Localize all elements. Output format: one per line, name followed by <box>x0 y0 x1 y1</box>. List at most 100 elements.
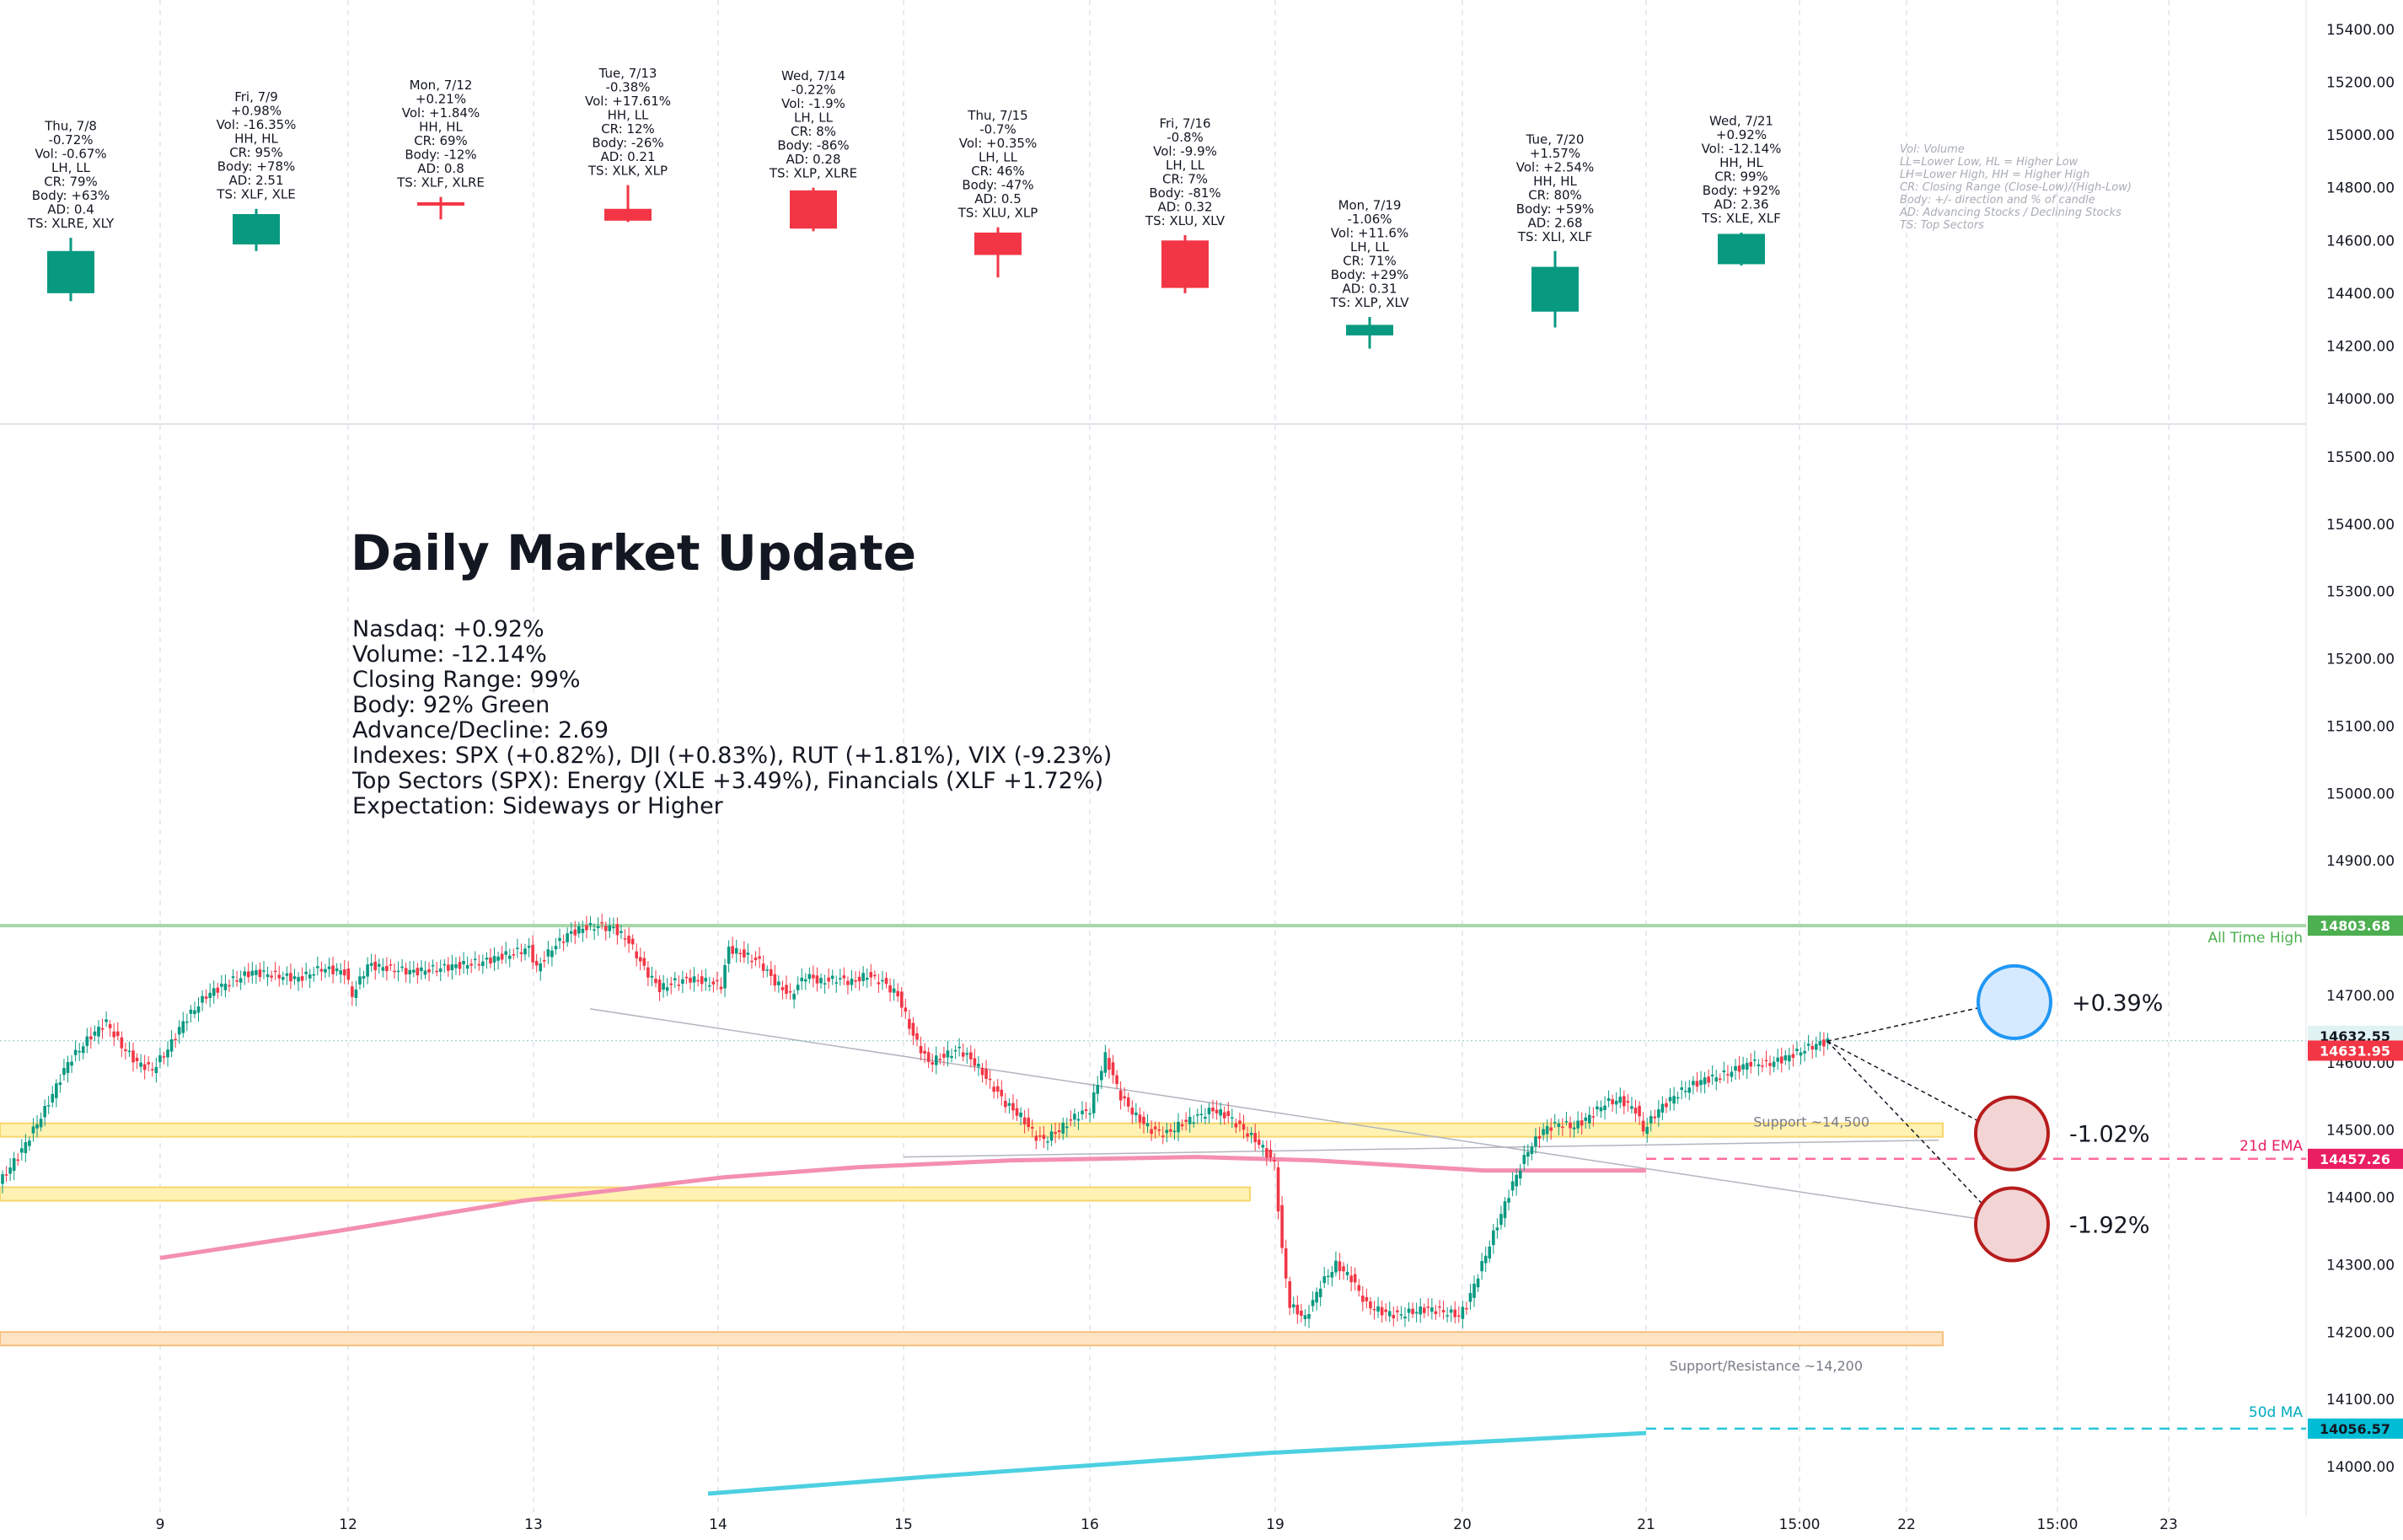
ma50-price-tag <box>2308 1418 2403 1439</box>
daily-candle-body <box>47 250 94 293</box>
daily-annotation-line: CR: 99% <box>1714 169 1768 184</box>
intraday-candle-body <box>881 979 884 982</box>
ma50-price-tag-text: 14056.57 <box>2320 1421 2390 1437</box>
intraday-candle-body <box>1073 1113 1076 1120</box>
intraday-candle-body <box>331 965 335 974</box>
x-tick-label: 16 <box>1081 1516 1099 1533</box>
intraday-candle-body <box>504 951 508 955</box>
intraday-candle-body <box>1680 1087 1684 1090</box>
intraday-candle-body <box>1783 1054 1788 1061</box>
intraday-candle-body <box>716 979 719 982</box>
y-tick-label: 14100.00 <box>2326 1392 2395 1409</box>
intraday-candle-body <box>28 1140 31 1146</box>
y-tick-label: 14300.00 <box>2326 1257 2395 1274</box>
intraday-candle-body <box>1764 1060 1768 1062</box>
intraday-candle-body <box>1387 1311 1392 1317</box>
last-price-tag <box>2308 1040 2403 1061</box>
intraday-candle-body <box>1253 1133 1257 1143</box>
y-tick-label: 15200.00 <box>2326 652 2395 668</box>
intraday-candle-body <box>1633 1108 1638 1113</box>
ema21-price-tag <box>2308 1148 2403 1169</box>
daily-annotation-line: HH, HL <box>1533 174 1577 189</box>
intraday-candle-body <box>1714 1077 1719 1081</box>
intraday-candle-body <box>124 1049 127 1051</box>
intraday-candle-body <box>115 1031 120 1037</box>
intraday-candle-body <box>150 1069 154 1070</box>
intraday-candle-body <box>1231 1117 1234 1119</box>
intraday-candle-body <box>1257 1139 1261 1146</box>
intraday-candle-body <box>1357 1285 1361 1291</box>
intraday-candle-body <box>615 924 620 936</box>
intraday-candle-body <box>324 969 327 973</box>
intraday-candle-body <box>1515 1174 1518 1187</box>
daily-annotation-line: HH, HL <box>1719 155 1763 170</box>
intraday-candle-body <box>854 980 857 982</box>
y-tick-label: 14000.00 <box>2326 1459 2395 1476</box>
intraday-candle-body <box>1695 1081 1699 1087</box>
daily-annotation-line: LH, LL <box>51 160 91 175</box>
intraday-candle-body <box>803 979 807 982</box>
intraday-candle-body <box>281 977 285 980</box>
intraday-candle-body <box>243 971 247 976</box>
intraday-candle-body <box>1376 1306 1380 1312</box>
intraday-candle-body <box>335 968 339 972</box>
intraday-candle-body <box>761 963 765 971</box>
intraday-candle-body <box>454 964 458 969</box>
daily-candle-body <box>1161 240 1209 288</box>
zone-label: Support/Resistance ~14,200 <box>1670 1358 1863 1374</box>
intraday-candle-body <box>1564 1120 1569 1123</box>
intraday-candle-body <box>1177 1121 1180 1133</box>
intraday-candle-body <box>93 1031 97 1036</box>
intraday-candle-body <box>708 985 711 987</box>
intraday-candle-body <box>1334 1260 1338 1273</box>
intraday-candle-body <box>800 977 804 982</box>
intraday-candle-body <box>1572 1127 1576 1130</box>
intraday-candle-body <box>1788 1054 1791 1062</box>
intraday-candle-body <box>623 938 627 940</box>
intraday-candle-body <box>1361 1296 1365 1302</box>
intraday-candle-body <box>1318 1288 1322 1297</box>
intraday-candle-body <box>546 949 550 957</box>
intraday-candle-body <box>1606 1097 1611 1102</box>
intraday-candle-body <box>1542 1129 1545 1135</box>
y-tick-label: 15100.00 <box>2326 718 2395 735</box>
intraday-candle-body <box>308 974 312 979</box>
intraday-candle-body <box>1472 1283 1476 1298</box>
intraday-candle-body <box>223 984 228 990</box>
intraday-candle-body <box>1618 1097 1623 1103</box>
intraday-candle-body <box>743 949 746 958</box>
summary-closing-range: Closing Range: 99% <box>352 667 581 693</box>
intraday-candle-body <box>1518 1170 1522 1179</box>
intraday-candle-body <box>1768 1063 1772 1066</box>
intraday-candle-body <box>554 946 558 950</box>
intraday-candle-body <box>1710 1074 1714 1076</box>
intraday-candle-body <box>1461 1307 1465 1319</box>
summary-block: Nasdaq: +0.92% Volume: -12.14% Closing R… <box>352 617 1112 819</box>
intraday-candle-body <box>385 965 389 972</box>
target-circle <box>1974 1095 2050 1172</box>
intraday-candle-body <box>612 926 615 929</box>
intraday-candle-body <box>1242 1124 1246 1130</box>
daily-annotation-line: Fri, 7/16 <box>1159 116 1210 131</box>
intraday-candle-body <box>1522 1154 1526 1164</box>
intraday-candle-body <box>646 967 650 978</box>
intraday-candle-body <box>1818 1041 1822 1046</box>
intraday-candle-body <box>1683 1091 1687 1092</box>
intraday-candle-body <box>1111 1062 1115 1076</box>
intraday-candle-body <box>1561 1126 1564 1129</box>
intraday-candle-body <box>1772 1061 1776 1067</box>
legend-line: AD: Advancing Stocks / Declining Stocks <box>1900 207 2121 219</box>
intraday-candle-body <box>120 1037 124 1049</box>
intraday-candle-body <box>1553 1122 1557 1124</box>
intraday-candle-body <box>819 978 823 984</box>
intraday-candle-body <box>1580 1120 1584 1126</box>
intraday-candle-body <box>300 976 304 981</box>
y-tick-label: 15300.00 <box>2326 584 2395 601</box>
intraday-candle-body <box>389 964 393 966</box>
intraday-candle-body <box>1722 1070 1726 1073</box>
intraday-candle-body <box>292 976 297 979</box>
x-tick-label: 23 <box>2159 1516 2178 1533</box>
intraday-candle-body <box>1414 1312 1419 1314</box>
daily-annotation-line: Vol: +17.61% <box>585 94 671 109</box>
intraday-candle-body <box>404 968 408 975</box>
